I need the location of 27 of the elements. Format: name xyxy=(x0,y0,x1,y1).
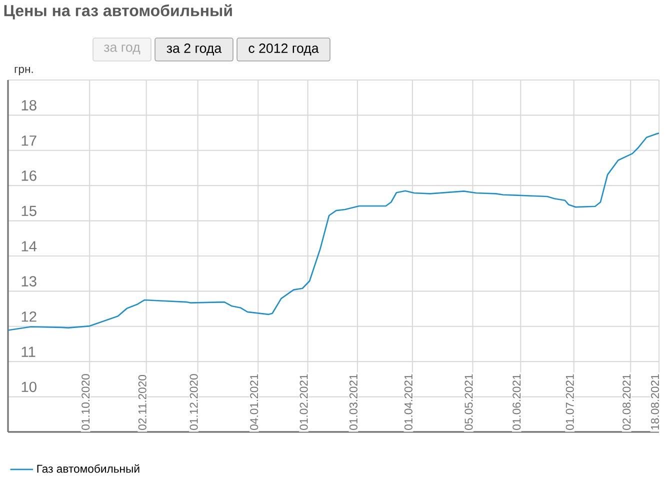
y-tick-label: 13 xyxy=(22,276,36,286)
x-tick-label: 02.11.2020 xyxy=(138,374,146,430)
y-tick-label: 15 xyxy=(22,206,36,216)
y-tick-label: 12 xyxy=(22,311,36,322)
y-axis-title: грн. xyxy=(14,66,33,76)
x-tick-label: 01.12.2020 xyxy=(190,374,198,430)
y-tick-label: 10 xyxy=(22,382,36,392)
x-tick-label: 01.07.2021 xyxy=(566,374,574,430)
text: с 2012 года xyxy=(248,44,319,56)
text: за 2 года xyxy=(166,44,222,56)
x-tick-label: 01.03.2021 xyxy=(349,374,358,430)
text: за год xyxy=(104,44,140,54)
y-tick-label: 14 xyxy=(22,241,37,252)
x-tick-label: 05.05.2021 xyxy=(464,374,473,430)
x-tick-label: 18.08.2021 xyxy=(650,374,660,430)
y-tick-label: 16 xyxy=(22,170,36,181)
legend-label: Газ автомобильный xyxy=(37,464,140,473)
y-tick-label: 17 xyxy=(22,136,36,146)
y-tick-label: 18 xyxy=(22,100,36,110)
x-tick-label: 02.08.2021 xyxy=(622,374,631,430)
x-tick-label: 01.06.2021 xyxy=(512,374,521,430)
x-tick-label: 01.02.2021 xyxy=(300,374,308,430)
x-tick-label: 04.01.2021 xyxy=(250,374,258,430)
x-tick-label: 01.04.2021 xyxy=(404,374,412,430)
y-tick-label: 11 xyxy=(22,346,36,357)
chart-title: Цены на газ автомобильный xyxy=(4,4,232,20)
x-tick-label: 01.10.2020 xyxy=(82,374,90,430)
